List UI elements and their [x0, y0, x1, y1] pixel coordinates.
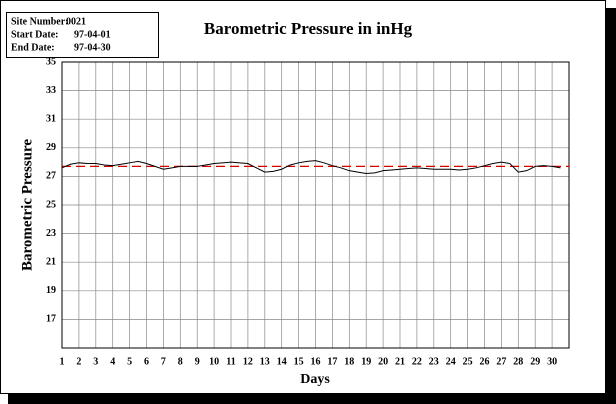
y-tick-label: 31: [46, 113, 56, 124]
y-tick-label: 27: [46, 171, 56, 182]
x-tick-label: 8: [178, 356, 183, 367]
x-tick-label: 28: [513, 356, 523, 367]
data-line: [61, 160, 561, 175]
x-tick-label: 27: [496, 356, 506, 367]
info-value: 97-04-01: [74, 29, 111, 40]
panel: [0, 0, 606, 394]
x-tick-label: 10: [209, 356, 219, 367]
x-tick-label: 20: [378, 356, 388, 367]
y-tick-label: 25: [46, 199, 56, 210]
x-tick-label: 21: [395, 356, 405, 367]
x-tick-label: 7: [161, 356, 166, 367]
x-tick-label: 18: [344, 356, 354, 367]
info-value: 0021: [66, 16, 86, 27]
x-tick-label: 13: [260, 356, 270, 367]
y-tick-label: 35: [46, 56, 56, 67]
x-tick-label: 14: [277, 356, 287, 367]
x-tick-label: 30: [547, 356, 557, 367]
plot-frame: [61, 61, 570, 349]
y-tick-label: 29: [46, 142, 56, 153]
info-label: Site Number:: [11, 16, 69, 27]
x-tick-label: 6: [144, 356, 149, 367]
y-tick-label: 21: [46, 256, 56, 267]
x-tick-label: 26: [480, 356, 490, 367]
x-tick-label: 17: [327, 356, 337, 367]
y-tick-label: 33: [46, 85, 56, 96]
x-tick-label: 16: [311, 356, 321, 367]
x-tick-label: 5: [127, 356, 132, 367]
x-tick-label: 24: [446, 356, 456, 367]
chart-title: Barometric Pressure in inHg: [204, 19, 413, 38]
y-tick-label: 19: [46, 285, 56, 296]
x-tick-label: 2: [76, 356, 81, 367]
x-tick-label: 29: [530, 356, 540, 367]
x-tick-label: 9: [195, 356, 200, 367]
y-tick-label: 17: [46, 314, 56, 325]
info-label: End Date:: [11, 42, 55, 53]
info-value: 97-04-30: [74, 42, 111, 53]
x-tick-label: 3: [93, 356, 98, 367]
x-tick-label: 22: [412, 356, 422, 367]
x-tick-label: 23: [429, 356, 439, 367]
x-tick-label: 25: [463, 356, 473, 367]
y-tick-label: 23: [46, 228, 56, 239]
x-tick-label: 15: [294, 356, 304, 367]
x-tick-label: 1: [60, 356, 65, 367]
y-axis-label: Barometric Pressure: [19, 139, 35, 271]
info-label: Start Date:: [11, 29, 58, 40]
x-tick-label: 12: [243, 356, 253, 367]
info-box: [6, 12, 159, 58]
x-tick-label: 19: [361, 356, 371, 367]
x-axis-label: Days: [300, 372, 330, 387]
x-tick-label: 11: [226, 356, 235, 367]
x-tick-label: 4: [110, 356, 115, 367]
